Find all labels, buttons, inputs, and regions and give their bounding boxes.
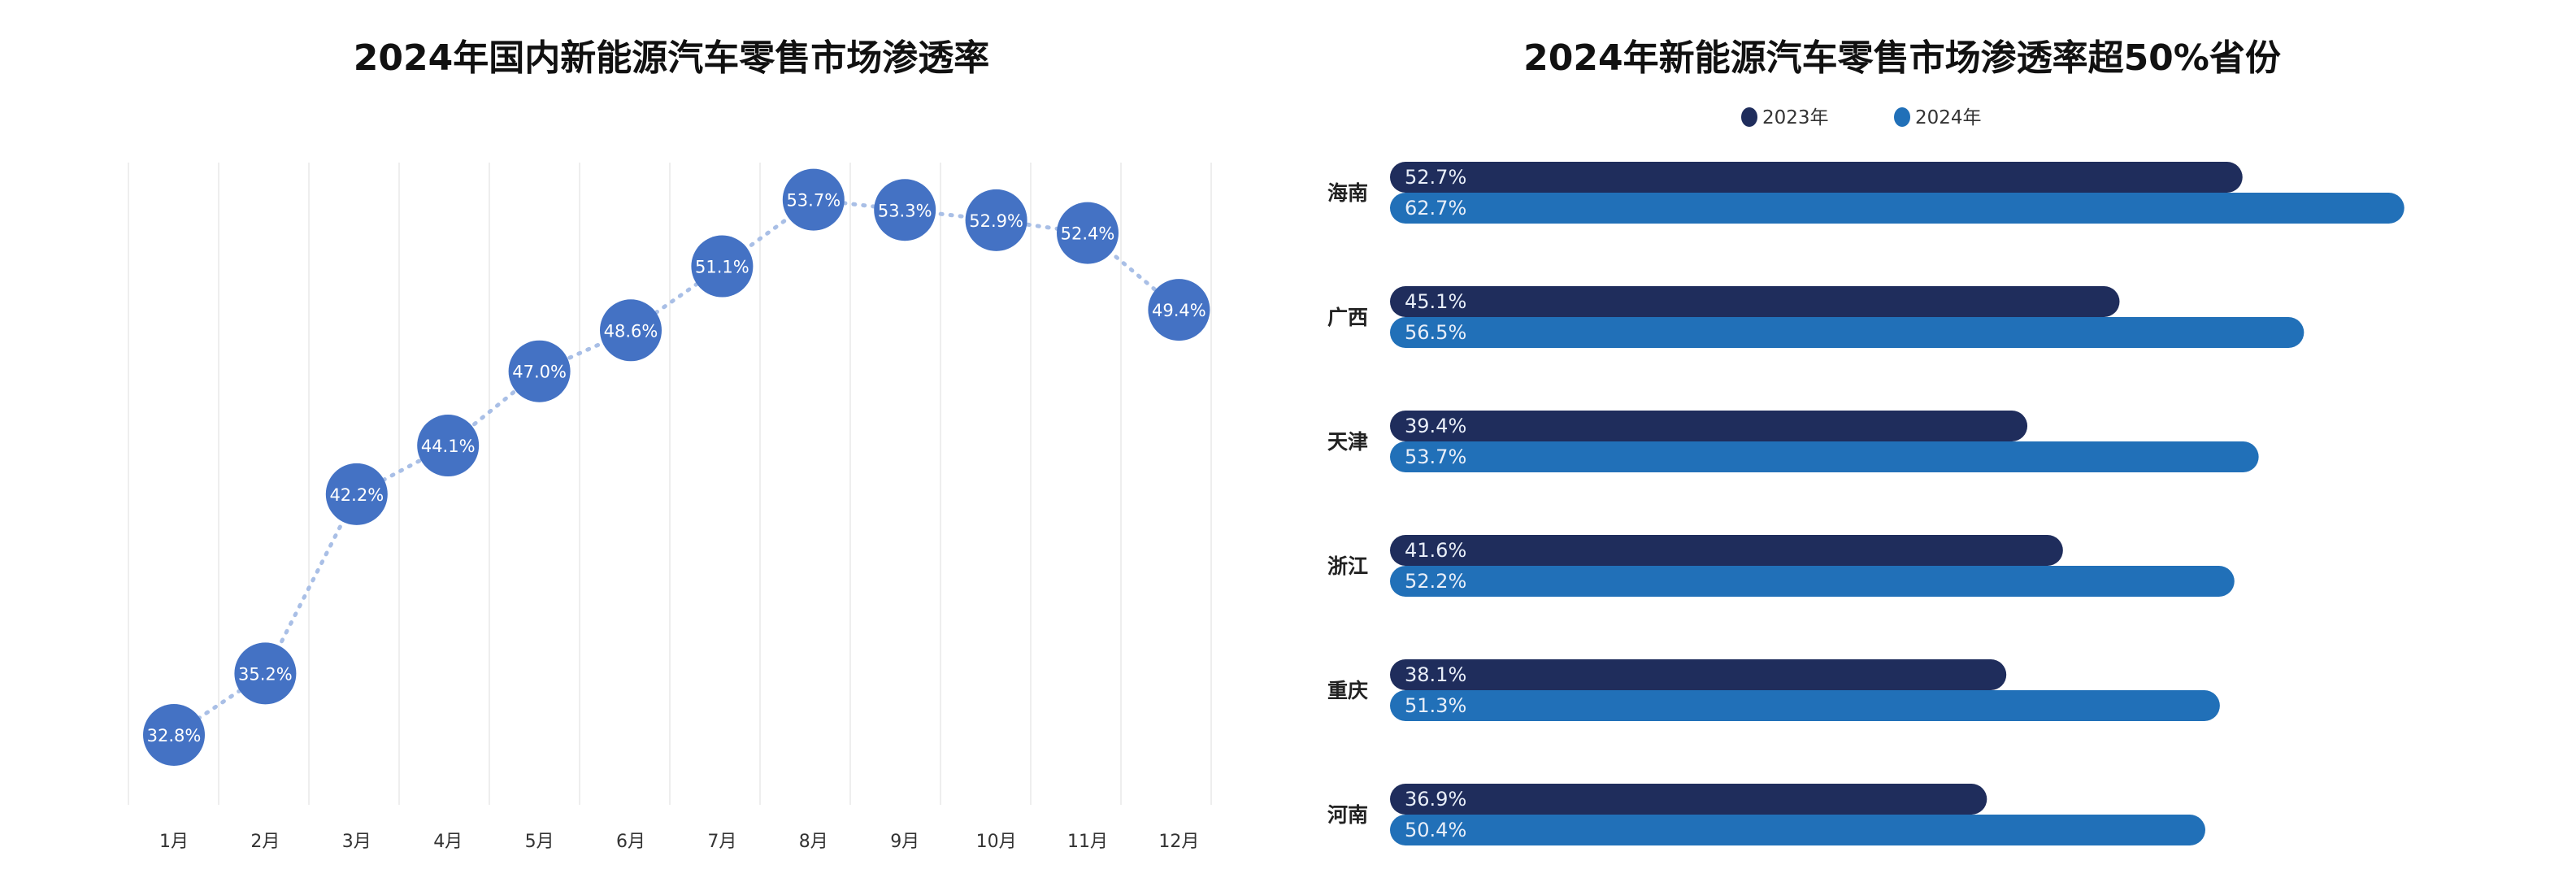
x-tick-label: 3月 [342, 832, 371, 852]
data-point [782, 168, 845, 231]
bar-2023年 [1390, 411, 2028, 441]
bar-2023年 [1390, 659, 2007, 690]
data-point [691, 235, 754, 298]
x-tick-label: 8月 [799, 832, 828, 852]
bar-2023年 [1390, 535, 2063, 566]
data-point [874, 179, 936, 241]
x-tick-label: 1月 [159, 832, 189, 852]
legend-marker [1741, 107, 1757, 127]
y-category-label: 河南 [1327, 803, 1368, 827]
data-point [965, 189, 1027, 251]
x-tick-label: 5月 [525, 832, 554, 852]
bar-value-label: 51.3% [1405, 694, 1466, 717]
bar-value-label: 41.6% [1405, 539, 1466, 562]
legend-label: 2023年 [1762, 107, 1829, 128]
bar-value-label: 39.4% [1405, 415, 1466, 437]
x-tick-label: 12月 [1158, 832, 1199, 852]
data-label: 53.3% [878, 201, 932, 220]
x-tick-label: 4月 [433, 832, 463, 852]
x-tick-label: 9月 [890, 832, 919, 852]
bar-2024年 [1390, 566, 2235, 597]
data-label: 42.2% [329, 485, 384, 505]
data-point [1057, 202, 1119, 264]
left-chart-title: 2024年国内新能源汽车零售市场渗透率 [354, 37, 989, 79]
data-point [143, 704, 205, 766]
right-chart-title: 2024年新能源汽车零售市场渗透率超50%省份 [1523, 37, 2281, 79]
y-category-label: 重庆 [1327, 679, 1368, 702]
data-label: 35.2% [238, 664, 293, 684]
data-label: 32.8% [147, 726, 202, 745]
bar-value-label: 50.4% [1405, 819, 1466, 841]
y-category-label: 海南 [1327, 181, 1368, 205]
bar-value-label: 38.1% [1405, 663, 1466, 686]
data-label: 52.9% [969, 211, 1023, 231]
bar-2024年 [1390, 690, 2220, 721]
data-label: 52.4% [1061, 224, 1115, 244]
data-point [600, 299, 662, 362]
data-point [1148, 279, 1210, 341]
bar-2024年 [1390, 193, 2404, 224]
legend-label: 2024年 [1915, 107, 1982, 128]
bar-value-label: 62.7% [1405, 197, 1466, 220]
x-tick-label: 6月 [616, 832, 645, 852]
x-tick-label: 11月 [1067, 832, 1108, 852]
data-label: 49.4% [1152, 301, 1206, 320]
bar-2024年 [1390, 317, 2304, 348]
data-point [325, 463, 388, 525]
bar-value-label: 53.7% [1405, 446, 1466, 468]
bar-value-label: 52.7% [1405, 166, 1466, 189]
data-label: 44.1% [421, 437, 476, 456]
bar-2024年 [1390, 815, 2205, 845]
x-tick-label: 7月 [707, 832, 736, 852]
data-point [508, 340, 571, 402]
bar-2023年 [1390, 162, 2243, 193]
data-point [234, 642, 297, 705]
y-category-label: 浙江 [1327, 554, 1368, 578]
data-label: 51.1% [695, 258, 749, 277]
data-point [417, 415, 480, 477]
y-category-label: 广西 [1327, 306, 1368, 329]
data-label: 53.7% [786, 191, 841, 211]
data-label: 47.0% [512, 363, 567, 382]
x-tick-label: 10月 [976, 832, 1017, 852]
legend-marker [1894, 107, 1910, 127]
series-line [172, 198, 1181, 737]
x-tick-label: 2月 [250, 832, 280, 852]
bar-value-label: 36.9% [1405, 788, 1466, 811]
y-category-label: 天津 [1327, 430, 1368, 454]
bar-2023年 [1390, 784, 1987, 815]
bar-2024年 [1390, 441, 2259, 472]
bar-value-label: 56.5% [1405, 321, 1466, 344]
data-label: 48.6% [604, 321, 658, 341]
bar-value-label: 45.1% [1405, 290, 1466, 313]
bar-2023年 [1390, 286, 2120, 317]
bar-value-label: 52.2% [1405, 570, 1466, 593]
